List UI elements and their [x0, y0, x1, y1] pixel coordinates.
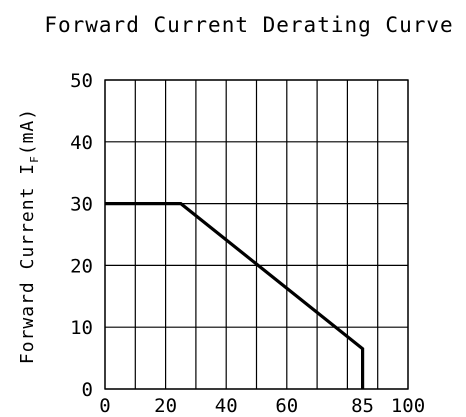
y-tick-label-20: 20 [70, 255, 93, 277]
vertical-gridlines [104, 80, 409, 389]
series-line-0 [105, 202, 365, 389]
x-tick-label-100: 100 [391, 395, 425, 417]
y-axis-label-unit: (mA) [17, 108, 38, 155]
y-tick-label-0: 0 [82, 379, 93, 401]
y-axis-label-subscript: F [28, 155, 41, 163]
y-tick-label-50: 50 [70, 70, 93, 92]
x-tick-label-40: 40 [215, 395, 238, 417]
x-tick-label-0: 0 [99, 395, 110, 417]
y-tick-labels: 0 10 20 30 40 50 [70, 70, 93, 401]
x-tick-label-60: 60 [275, 395, 298, 417]
chart-title: Forward Current Derating Curve [44, 13, 453, 37]
x-tick-label-20: 20 [154, 395, 177, 417]
x-tick-labels: 0 20 40 60 85 100 [99, 395, 425, 417]
y-tick-label-30: 30 [70, 194, 93, 216]
y-axis-label-main: Forward Current I [17, 163, 38, 364]
y-tick-label-10: 10 [70, 317, 93, 339]
plot-frame [104, 79, 409, 390]
series-group [105, 202, 365, 389]
y-axis-label: Forward Current IF(mA) [17, 108, 41, 364]
x-tick-label-85: 85 [351, 395, 374, 417]
y-tick-label-40: 40 [70, 132, 93, 154]
